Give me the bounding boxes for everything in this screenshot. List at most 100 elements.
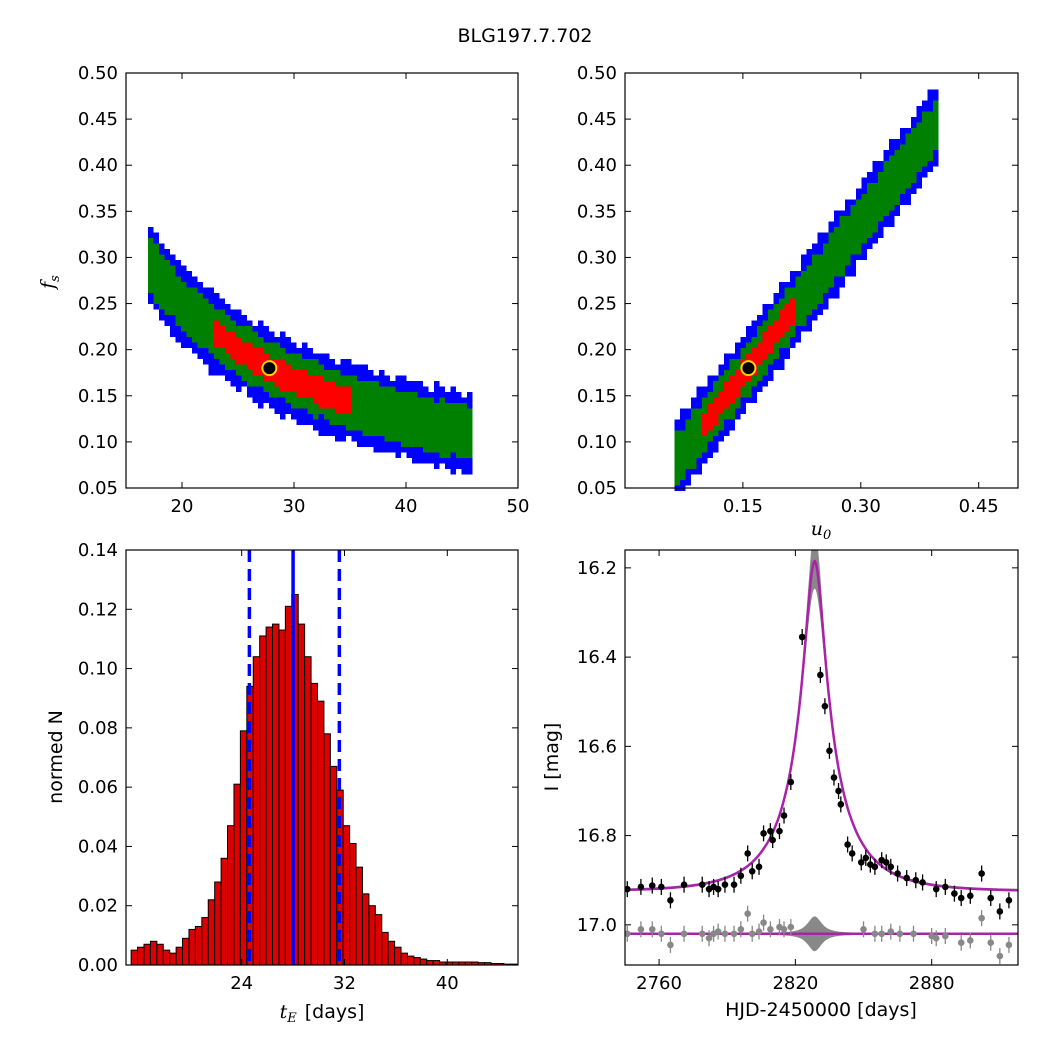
p1-cell — [263, 342, 269, 348]
p1-cell — [434, 381, 440, 387]
p1-cell — [390, 447, 396, 453]
p1-cell — [417, 447, 423, 453]
p2-cell — [724, 414, 730, 420]
p3-bar — [400, 952, 408, 966]
p1-cell — [324, 359, 330, 365]
p1-cell — [285, 342, 291, 348]
p4-data-points — [625, 629, 1013, 965]
p1-cell — [412, 403, 418, 409]
p1-cell — [186, 276, 192, 282]
p2-cell — [916, 177, 922, 183]
p1-cell — [148, 238, 154, 244]
p1-cell — [423, 425, 429, 431]
p2-cell — [762, 342, 768, 348]
p4-residual-point — [680, 930, 688, 938]
p1-cell — [219, 337, 225, 343]
p1-cell — [412, 430, 418, 436]
p2-cell — [696, 458, 702, 464]
p2-cell — [724, 386, 730, 392]
p2-cell — [707, 386, 713, 392]
p1-cell — [296, 408, 302, 414]
p4-residual-point — [744, 910, 751, 917]
p1-cell — [280, 342, 286, 348]
p2-cell — [762, 309, 768, 315]
p2-cell — [784, 287, 790, 293]
p2-cell — [889, 139, 895, 145]
p1-cell — [274, 381, 280, 387]
p1-cell — [318, 353, 324, 359]
p2-cell — [707, 408, 713, 414]
p2-cell — [751, 375, 757, 381]
p1-cell — [181, 320, 187, 326]
p2-cell — [702, 414, 708, 420]
p2-cell — [696, 469, 702, 475]
p1-cell — [208, 315, 214, 321]
p1-cell — [274, 386, 280, 392]
p1-cell — [214, 342, 220, 348]
p1-cell — [412, 458, 418, 464]
p2-cell — [718, 386, 724, 392]
p2-cell — [861, 205, 867, 211]
p2-cell — [713, 403, 719, 409]
p2-cell — [795, 337, 801, 343]
p2-cell — [768, 326, 774, 332]
p1-cell — [456, 414, 462, 420]
p2-cell — [757, 337, 763, 343]
p2-cell — [696, 392, 702, 398]
p1-cell — [445, 447, 451, 453]
p2-cell — [839, 276, 845, 282]
p2-cell — [933, 133, 939, 139]
p2-cell — [724, 353, 730, 359]
p1-cell — [307, 414, 313, 420]
p2-cell — [707, 397, 713, 403]
p1-cell — [148, 265, 154, 271]
p1-cell — [395, 386, 401, 392]
p2-cell — [916, 117, 922, 123]
p2-cell — [757, 359, 763, 365]
p2-cell — [867, 194, 873, 200]
p2-cell — [927, 155, 933, 161]
p1-cell — [175, 304, 181, 310]
p1-cell — [214, 337, 220, 343]
p1-cell — [412, 436, 418, 442]
p2-cell — [707, 419, 713, 425]
p2-cell — [823, 243, 829, 249]
p1-cell — [450, 447, 456, 453]
p1-cell — [219, 326, 225, 332]
p2-cell — [916, 106, 922, 112]
p1-cell — [219, 342, 225, 348]
p1-cell — [340, 430, 346, 436]
p2-cell — [740, 386, 746, 392]
p2-cell — [713, 447, 719, 453]
p2-cell — [817, 265, 823, 271]
p2-cell — [735, 386, 741, 392]
p2-cell — [894, 177, 900, 183]
p1-cell — [302, 381, 308, 387]
p1-cell — [390, 392, 396, 398]
p2-cell — [762, 315, 768, 321]
p1-cell — [285, 359, 291, 365]
p2-cell — [933, 150, 939, 156]
p1-cell — [313, 364, 319, 370]
p1-cell — [417, 408, 423, 414]
p1-cell — [296, 370, 302, 376]
p1-cell — [186, 337, 192, 343]
p2-cell — [702, 403, 708, 409]
p1-cell — [379, 425, 385, 431]
p1-cell — [274, 348, 280, 354]
p1-cell — [423, 419, 429, 425]
p2-cell — [801, 304, 807, 310]
p2-cell — [812, 287, 818, 293]
p1-cell — [291, 392, 297, 398]
p1-cell — [450, 425, 456, 431]
p2-cell — [812, 282, 818, 288]
p1-cell — [445, 414, 451, 420]
p2-cell — [718, 414, 724, 420]
p1-cell — [384, 425, 390, 431]
p1-cell — [456, 430, 462, 436]
p2-cell — [834, 260, 840, 266]
p1-cell — [192, 287, 198, 293]
p2-ytick-label: 0.30 — [577, 247, 617, 268]
p1-cell — [302, 370, 308, 376]
p2-cell — [916, 150, 922, 156]
